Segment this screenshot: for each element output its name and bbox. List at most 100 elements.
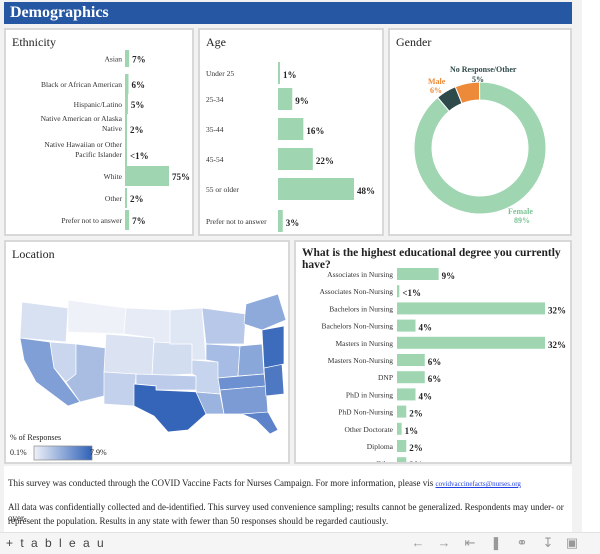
- gender-panel: Gender No Response/Other 5% Male 6% Female 89…: [388, 28, 572, 236]
- bar-phd-non-nursing: [397, 405, 407, 418]
- us-map[interactable]: [6, 264, 288, 434]
- category-label-other-doctorate: Other Doctorate: [344, 425, 393, 434]
- value-label-masters-non-nursing: 6%: [428, 357, 442, 367]
- value-label-white: 75%: [172, 172, 190, 182]
- tableau-toolbar: + t a b l e a u ← → ⇤ ❚ ⚭ ↧ ▣: [0, 532, 600, 554]
- value-label-prefer-not-to-answer: 3%: [286, 218, 300, 228]
- ethnicity-panel: Ethnicity Asian 7% Black or African Americ…: [4, 28, 194, 236]
- category-label-prefer-not-to-answer: Prefer not to answer: [61, 216, 122, 225]
- redo-icon[interactable]: →: [437, 535, 451, 550]
- location-title: Location: [12, 247, 55, 261]
- category-label-other: Other: [376, 459, 394, 462]
- value-label-dnp: 6%: [428, 374, 442, 384]
- map-region-wyoming-colorado: [103, 333, 155, 377]
- map-region-deep-south: [219, 385, 269, 415]
- value-label-other: 2%: [130, 194, 144, 204]
- footer-email-link[interactable]: covidvaccinefacts@nurses.org: [435, 480, 521, 488]
- tableau-logo[interactable]: + t a b l e a u: [6, 536, 106, 550]
- map-region-florida: [241, 411, 279, 434]
- bar-under-25: [278, 62, 280, 84]
- bar-other: [397, 457, 407, 462]
- bar-diploma: [397, 440, 407, 452]
- bar-phd-in-nursing: [397, 388, 416, 401]
- category-label-diploma: Diploma: [367, 442, 394, 451]
- category-label-dnp: DNP: [378, 373, 393, 382]
- education-title: What is the highest educational degree y…: [302, 247, 561, 271]
- value-label-prefer-not-to-answer: 7%: [132, 216, 146, 226]
- map-region-new-mexico: [103, 371, 137, 407]
- undo-icon[interactable]: ←: [411, 535, 425, 550]
- map-legend: 0.1% 7.9%: [10, 445, 107, 461]
- category-label-native-hawaiian-or-other-pacific-islander: Native Hawaiian or Other: [44, 140, 122, 149]
- value-label-native-hawaiian-or-other-pacific-islander: <1%: [130, 151, 149, 161]
- revert-icon[interactable]: ⇤: [464, 535, 476, 550]
- slice-value-female: 89%: [514, 216, 530, 225]
- value-label-native-american-or-alaska-native: 2%: [130, 125, 144, 135]
- bar-white: [125, 166, 169, 186]
- bar-other-doctorate: [397, 422, 402, 435]
- value-label-hispanic-latino: 5%: [131, 100, 145, 110]
- bar-55-or-older: [278, 178, 354, 200]
- share-icon[interactable]: ⚭: [516, 535, 528, 550]
- dashboard: Demographics Ethnicity Asian 7% Black or A…: [0, 0, 582, 532]
- fullscreen-icon[interactable]: ▣: [565, 535, 579, 550]
- value-label-55-or-older: 48%: [357, 186, 375, 196]
- category-label-bachelors-non-nursing: Bachelors Non-Nursing: [322, 322, 394, 331]
- ethnicity-title: Ethnicity: [12, 35, 56, 49]
- map-legend-title: % of Responses: [10, 433, 62, 442]
- category-label-associates-in-nursing: Associates in Nursing: [327, 270, 393, 279]
- category-label-white: White: [104, 172, 123, 181]
- map-region-northwest: [19, 301, 69, 343]
- age-title: Age: [206, 35, 226, 49]
- map-region-idaho-montana: [67, 299, 127, 335]
- bar-dnp: [397, 371, 425, 384]
- category-label-native-american-or-alaska-native: Native American or Alaska: [41, 114, 123, 123]
- category-label-associates-non-nursing: Associates Non-Nursing: [319, 287, 393, 296]
- category-label-under-25: Under 25: [206, 69, 234, 78]
- bar-45-54: [278, 148, 313, 170]
- bar-associates-non-nursing: [397, 285, 400, 298]
- value-label-other-doctorate: 1%: [405, 426, 419, 436]
- category-label-phd-non-nursing: PhD Non-Nursing: [338, 408, 393, 417]
- category-label-asian: Asian: [105, 55, 123, 64]
- category-label-bachelors-in-nursing: Bachelors in Nursing: [329, 304, 393, 313]
- download-icon[interactable]: ↧: [542, 535, 554, 550]
- location-panel: Location: [4, 240, 290, 464]
- bar-35-44: [278, 118, 304, 140]
- category-label-hispanic-latino: Hispanic/Latino: [74, 100, 123, 109]
- slice-value-no-response-other: 5%: [472, 75, 484, 84]
- footer-line-3: represent the population. Results in any…: [8, 516, 389, 526]
- gender-title: Gender: [396, 35, 432, 49]
- bar-masters-non-nursing: [397, 354, 425, 366]
- value-label-masters-in-nursing: 32%: [548, 340, 566, 350]
- category-label-prefer-not-to-answer: Prefer not to answer: [206, 217, 267, 226]
- legend-gradient: [33, 445, 93, 461]
- slice-value-male: 6%: [430, 86, 442, 95]
- map-region-mid-atlantic: [261, 325, 285, 369]
- value-label-black-or-african-american: 6%: [132, 80, 146, 90]
- age-chart: Under 25 1% 25-34 9% 35-44 16% 45-54 22% 55 or o…: [206, 62, 375, 232]
- map-region-ohio-kentucky: [237, 343, 265, 377]
- map-region-nebraska-kansas: [151, 341, 193, 377]
- value-label-bachelors-in-nursing: 32%: [548, 305, 566, 315]
- bar-native-hawaiian-or-other-pacific-islander: [125, 138, 127, 172]
- slice-female: [413, 81, 547, 215]
- value-label-associates-in-nursing: 9%: [442, 271, 456, 281]
- bar-native-american-or-alaska-native: [125, 112, 127, 146]
- pause-icon[interactable]: ❚: [490, 535, 502, 550]
- map-region-texas: [133, 383, 207, 433]
- category-label-masters-non-nursing: Masters Non-Nursing: [328, 356, 393, 365]
- education-panel: What is the highest educational degree y…: [294, 240, 572, 464]
- age-panel: Age Under 25 1% 25-34 9% 35-44 16% 45-54 22% 55 …: [198, 28, 384, 236]
- value-label-associates-non-nursing: <1%: [402, 288, 421, 298]
- bar-25-34: [278, 88, 293, 110]
- category-label-masters-in-nursing: Masters in Nursing: [336, 339, 394, 348]
- category-label-other: Other: [105, 194, 123, 203]
- bar-prefer-not-to-answer: [125, 210, 130, 230]
- map-region-carolinas: [263, 363, 285, 397]
- legend-min-label: 0.1%: [10, 448, 27, 457]
- category-label-55-or-older: 55 or older: [206, 185, 239, 194]
- category-label-phd-in-nursing: PhD in Nursing: [346, 390, 393, 399]
- category-label-25-34: 25-34: [206, 95, 224, 104]
